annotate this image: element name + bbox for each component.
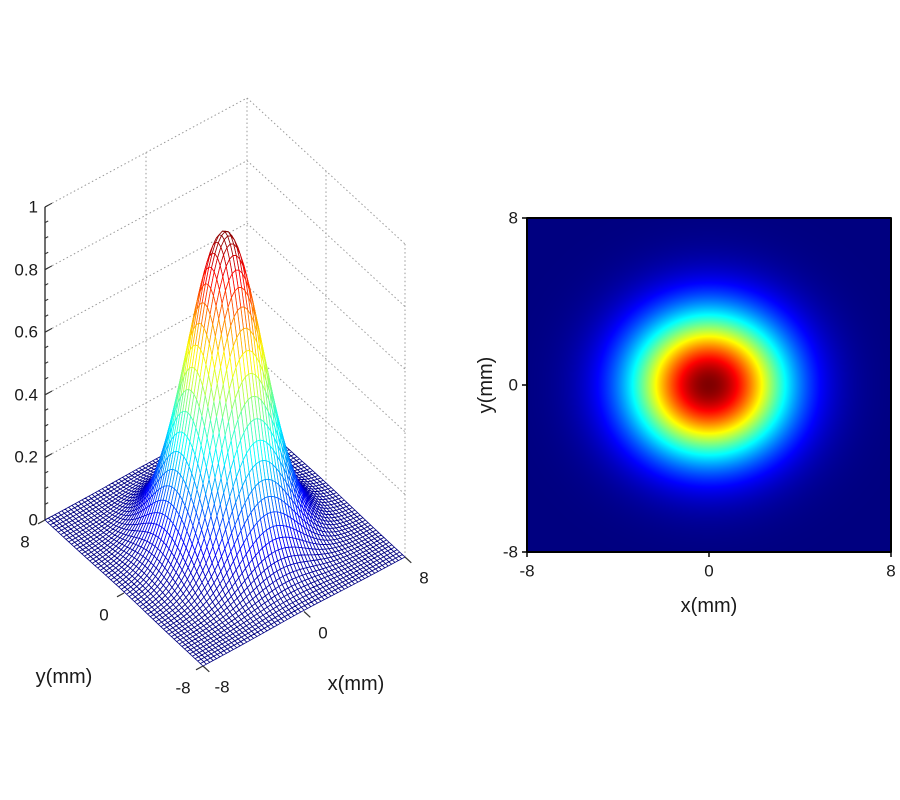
heatmap-y-tick-label: 8 [508, 208, 518, 228]
surface-y-axis-label: y(mm) [35, 666, 93, 688]
surface-x-tick-label: -8 [214, 677, 230, 697]
surface-y-tick-label: 0 [99, 605, 109, 625]
heatmap-x-axis-label: x(mm) [680, 595, 738, 617]
heatmap-y-tick-label: 0 [508, 375, 518, 395]
surface-z-tick-label: 1 [28, 197, 38, 217]
surface-y-tick-label: 8 [20, 532, 30, 552]
surface-y-tick-label: -8 [175, 678, 191, 698]
surface-z-tick-label: 0 [28, 510, 38, 530]
heatmap-y-axis-label: y(mm) [475, 356, 497, 414]
surface-x-tick-label: 0 [318, 623, 328, 642]
surface-x-tick-label: 8 [419, 568, 429, 588]
heatmap-x-tick-label: 8 [886, 561, 896, 581]
heatmap-y-tick-label: -8 [502, 542, 518, 562]
surface-z-tick-label: 0.4 [14, 385, 38, 405]
surface-z-tick-label: 0.8 [14, 260, 38, 280]
heatmap-x-tick-label: -8 [519, 561, 535, 581]
surface-z-tick-label: 0.6 [14, 322, 38, 342]
heatmap-x-tick-label: 0 [704, 561, 714, 581]
surface-x-axis-label: x(mm) [327, 673, 385, 695]
surface-z-tick-label: 0.2 [14, 447, 38, 467]
